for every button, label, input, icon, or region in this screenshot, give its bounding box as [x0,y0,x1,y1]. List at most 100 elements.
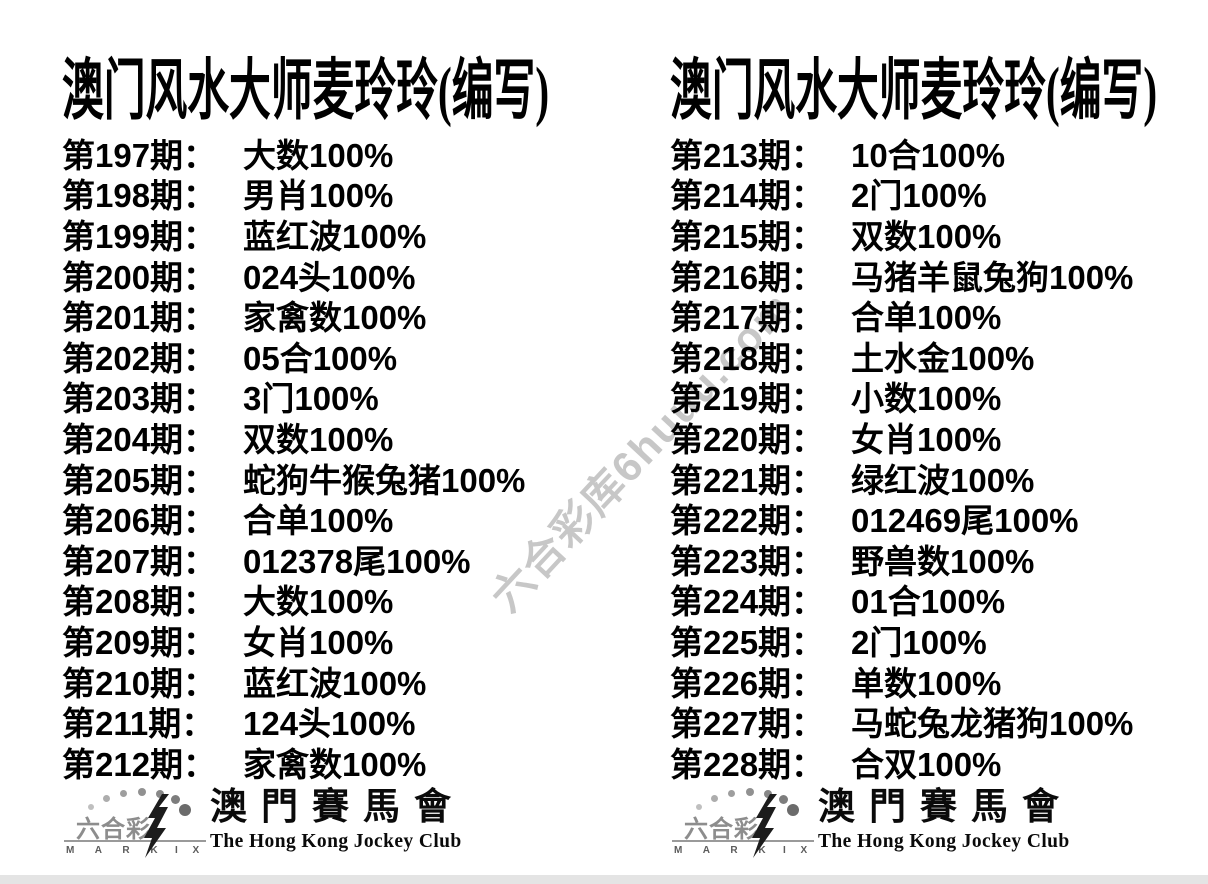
club-name-english: The Hong Kong Jockey Club [210,830,462,852]
prediction-value: 蛇狗牛猴兔猪100% [243,461,526,499]
mark-label: M A R K [66,845,167,856]
prediction-list: 第197期： 大数100% 第198期： 男肖100% 第199期： 蓝红波100% … [62,135,525,785]
period-label: 第199期： [62,217,217,255]
prediction-value: 大数100% [243,583,394,621]
logo-dot-icon [787,804,799,816]
period-label: 第215期： [670,217,825,255]
panel-right: 澳门风水大师麦玲玲(编写) 第213期： 10合100% 第214期： 2门100%… [670,36,1208,858]
prediction-row: 第197期： 大数100% [62,135,525,176]
prediction-value: 蓝红波100% [243,664,427,702]
logo-divider-line [672,840,814,842]
bottom-edge-bar [0,875,1208,884]
prediction-value: 野兽数100% [851,542,1035,580]
prediction-value: 蓝红波100% [243,217,427,255]
period-label: 第212期： [62,745,217,783]
jockey-club-logo: 六合彩 M A R K I X 澳門賽馬會 The Hong Kong Jock… [670,787,1115,866]
prediction-value: 合单100% [243,502,394,540]
lightning-bolt-icon [752,794,777,858]
prediction-value: 男肖100% [243,177,394,215]
club-name-block: 澳門賽馬會 The Hong Kong Jockey Club [210,787,465,853]
prediction-row: 第216期： 马猪羊鼠兔狗100% [670,257,1133,298]
prediction-row: 第211期： 124头100% [62,703,525,744]
period-label: 第223期： [670,542,825,580]
prediction-value: 单数100% [851,664,1002,702]
period-label: 第217期： [670,299,825,337]
prediction-row: 第225期： 2门100% [670,622,1133,663]
prediction-row: 第207期： 012378尾100% [62,541,525,582]
prediction-row: 第221期： 绿红波100% [670,460,1133,501]
prediction-row: 第205期： 蛇狗牛猴兔猪100% [62,460,525,501]
prediction-value: 05合100% [243,339,398,377]
period-label: 第213期： [670,136,825,174]
jockey-club-logo: 六合彩 M A R K I X 澳門賽馬會 The Hong Kong Jock… [62,787,507,866]
prediction-row: 第208期： 大数100% [62,582,525,623]
prediction-row: 第226期： 单数100% [670,663,1133,704]
logo-dot-icon [179,804,191,816]
prediction-row: 第200期： 024头100% [62,257,525,298]
club-name-chinese: 澳門賽馬會 [818,787,1073,828]
period-label: 第226期： [670,664,825,702]
period-label: 第209期： [62,623,217,661]
prediction-row: 第210期： 蓝红波100% [62,663,525,704]
logo-dot-icon [156,790,164,798]
logo-dot-icon [779,795,788,804]
prediction-value: 女肖100% [851,420,1002,458]
prediction-value: 女肖100% [243,623,394,661]
period-label: 第225期： [670,623,825,661]
prediction-value: 012469尾100% [851,502,1079,540]
prediction-value: 绿红波100% [851,461,1035,499]
period-label: 第222期： [670,502,825,540]
logo-dot-icon [728,790,735,797]
logo-dot-icon [711,795,718,802]
mark-six-brand-text: 六合彩 [684,816,759,843]
lightning-bolt-icon [144,794,169,858]
prediction-value: 3门100% [243,380,379,418]
prediction-row: 第217期： 合单100% [670,297,1133,338]
prediction-value: 土水金100% [851,339,1035,377]
prediction-value: 01合100% [851,583,1006,621]
mark-label: M A R K [674,845,775,856]
period-label: 第219期： [670,380,825,418]
six-label: I X [783,845,814,856]
logo-dot-icon [88,804,94,810]
logo-divider-line [64,840,206,842]
period-label: 第206期： [62,502,217,540]
period-label: 第221期： [670,461,825,499]
period-label: 第197期： [62,136,217,174]
logo-dot-icon [171,795,180,804]
prediction-value: 合双100% [851,745,1002,783]
prediction-list: 第213期： 10合100% 第214期： 2门100% 第215期： 双数100% … [670,135,1133,785]
prediction-value: 2门100% [851,623,987,661]
prediction-row: 第214期： 2门100% [670,176,1133,217]
period-label: 第228期： [670,745,825,783]
prediction-value: 家禽数100% [243,745,427,783]
prediction-row: 第220期： 女肖100% [670,419,1133,460]
prediction-value: 合单100% [851,299,1002,337]
period-label: 第200期： [62,258,217,296]
panel-left: 澳门风水大师麦玲玲(编写) 第197期： 大数100% 第198期： 男肖100% … [62,36,637,858]
logo-dot-icon [120,790,127,797]
prediction-row: 第223期： 野兽数100% [670,541,1133,582]
logo-dot-icon [103,795,110,802]
prediction-value: 10合100% [851,136,1006,174]
club-name-chinese: 澳門賽馬會 [210,787,465,828]
prediction-value: 大数100% [243,136,394,174]
period-label: 第216期： [670,258,825,296]
prediction-value: 124头100% [243,705,416,743]
prediction-value: 小数100% [851,380,1002,418]
prediction-row: 第204期： 双数100% [62,419,525,460]
prediction-row: 第218期： 土水金100% [670,338,1133,379]
logo-dot-icon [138,788,146,796]
prediction-row: 第219期： 小数100% [670,379,1133,420]
period-label: 第224期： [670,583,825,621]
six-label: I X [175,845,206,856]
mark-six-brand-text: 六合彩 [76,816,151,843]
prediction-row: 第202期： 05合100% [62,338,525,379]
logo-dot-icon [764,790,772,798]
prediction-row: 第227期： 马蛇兔龙猪狗100% [670,703,1133,744]
prediction-row: 第201期： 家禽数100% [62,297,525,338]
panel-title: 澳门风水大师麦玲玲(编写) [670,53,1158,128]
panel-title: 澳门风水大师麦玲玲(编写) [62,53,550,128]
prediction-value: 2门100% [851,177,987,215]
prediction-value: 马蛇兔龙猪狗100% [851,705,1134,743]
